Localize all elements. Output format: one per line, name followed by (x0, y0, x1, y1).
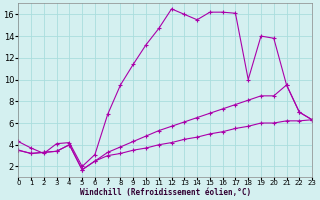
X-axis label: Windchill (Refroidissement éolien,°C): Windchill (Refroidissement éolien,°C) (80, 188, 251, 197)
